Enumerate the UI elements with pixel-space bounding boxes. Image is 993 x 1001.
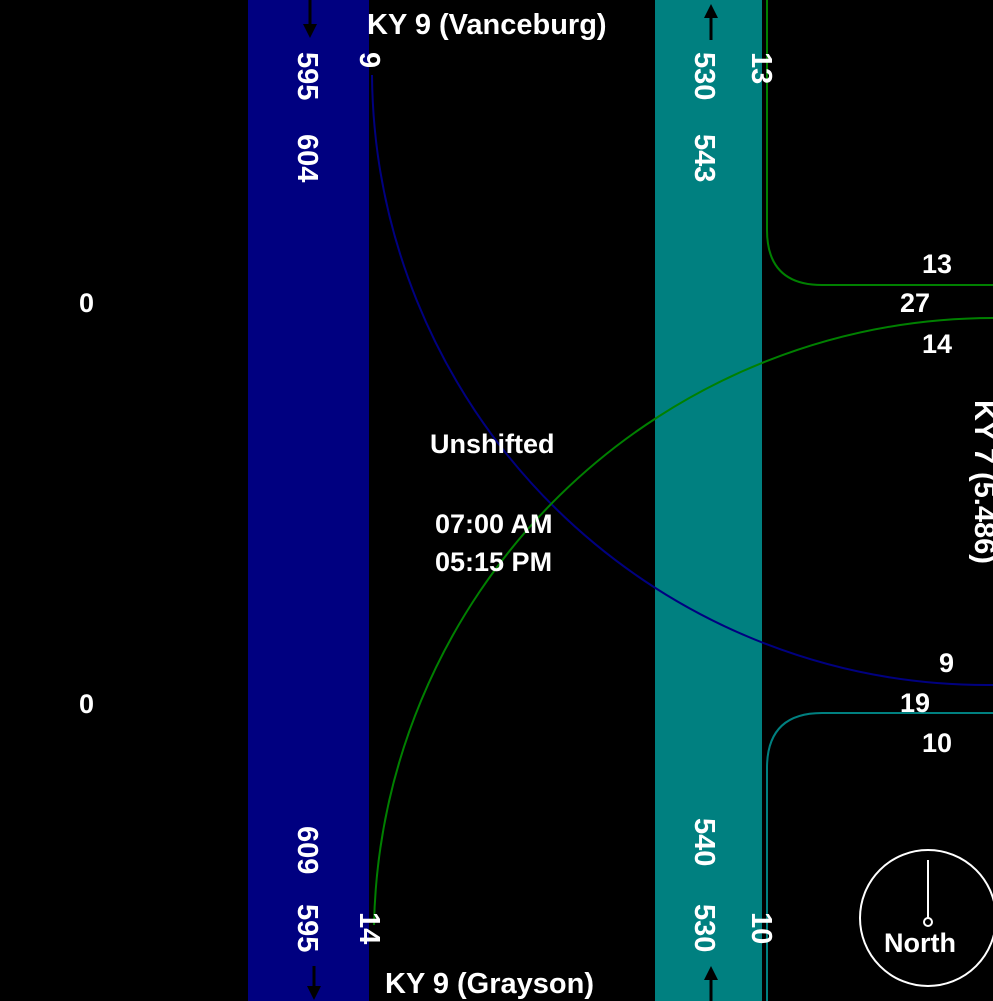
- nb-south-right-turn: 10: [745, 912, 777, 944]
- southbound-arrow-top: [303, 0, 317, 38]
- sb-south-total-pm: 609: [291, 826, 323, 874]
- nb-south-total-am: 530: [688, 904, 720, 952]
- east-road-label: KY 7 (5.486): [968, 400, 993, 564]
- southbound-band: [248, 0, 369, 1001]
- nb-north-right-turn: 13: [745, 52, 777, 84]
- green-turn-curve: [373, 317, 993, 926]
- northbound-band: [655, 0, 762, 1001]
- sb-south-total-am: 595: [291, 904, 323, 952]
- north-compass: North: [859, 849, 993, 987]
- nb-south-total-pm: 540: [688, 818, 720, 866]
- sb-north-right-turn: 9: [353, 52, 385, 68]
- east-lower-bottom-value: 10: [922, 728, 952, 758]
- east-lower-sum-value: 19: [900, 688, 930, 718]
- sb-north-total-pm: 604: [291, 134, 323, 182]
- sb-north-total-am: 595: [291, 52, 323, 100]
- northbound-arrow-top: [704, 4, 718, 40]
- sb-south-through-turn: 14: [353, 912, 385, 944]
- southeast-right-turn-curve: [766, 712, 993, 1001]
- south-road-label: KY 9 (Grayson): [385, 968, 594, 1000]
- northeast-right-turn-curve: [766, 0, 993, 286]
- east-upper-sum-value: 27: [900, 288, 930, 318]
- compass-pivot: [923, 917, 933, 927]
- east-upper-top-value: 13: [922, 249, 952, 279]
- compass-ring: [859, 849, 993, 987]
- pm-time-label: 05:15 PM: [435, 547, 552, 577]
- west-upper-value: 0: [79, 288, 94, 318]
- north-road-label: KY 9 (Vanceburg): [367, 9, 607, 41]
- northbound-arrow-bottom: [704, 966, 718, 1001]
- compass-label: North: [884, 928, 956, 958]
- east-upper-bottom-value: 14: [922, 329, 952, 359]
- am-time-label: 07:00 AM: [435, 509, 553, 539]
- east-lower-top-value: 9: [939, 648, 954, 678]
- west-lower-value: 0: [79, 689, 94, 719]
- nb-north-total-am: 530: [688, 52, 720, 100]
- blue-turn-curve: [371, 74, 993, 687]
- mode-label: Unshifted: [430, 429, 555, 459]
- southbound-arrow-bottom: [307, 966, 321, 1000]
- nb-north-total-pm: 543: [688, 134, 720, 182]
